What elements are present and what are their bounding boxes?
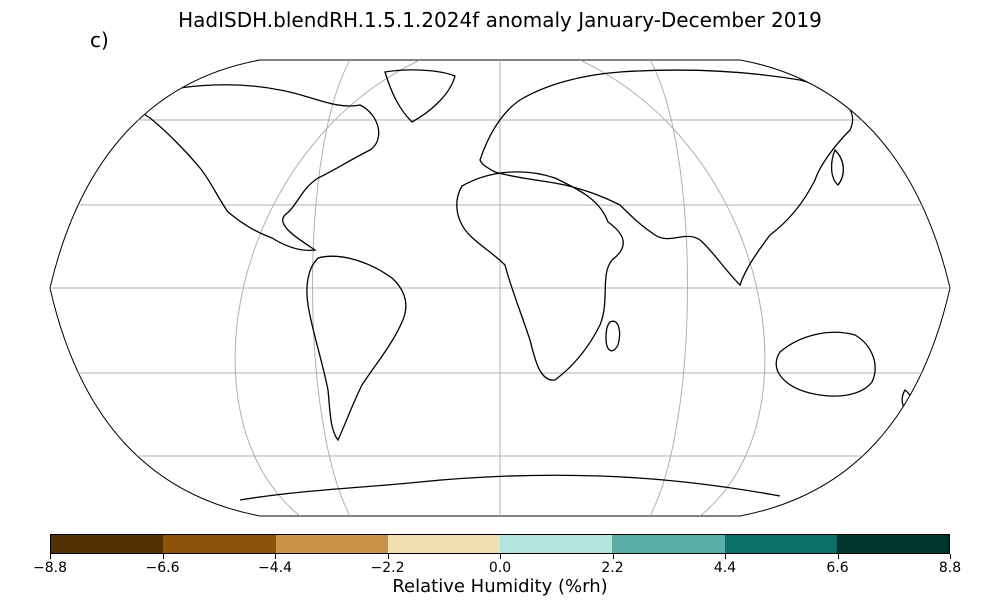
colorbar-tick-mark bbox=[500, 554, 501, 559]
colorbar-segment bbox=[836, 535, 949, 553]
colorbar-tick-label: 2.2 bbox=[601, 560, 624, 576]
colorbar-tick-label: 4.4 bbox=[713, 560, 737, 576]
colorbar-tick-mark bbox=[387, 554, 389, 559]
greenland-coast bbox=[384, 69, 456, 123]
australia-coast bbox=[775, 331, 876, 397]
colorbar-tick-mark bbox=[50, 554, 51, 559]
colorbar-tick-label: 8.8 bbox=[938, 560, 962, 576]
colorbar-segment bbox=[387, 535, 500, 553]
north-america-coast bbox=[134, 84, 380, 252]
colorbar-tick-mark bbox=[837, 554, 839, 559]
colorbar-tick-label: −8.8 bbox=[33, 560, 67, 576]
colorbar-tick-mark bbox=[612, 554, 614, 559]
panel-label: c) bbox=[90, 28, 109, 52]
colorbar-tick-label: −4.4 bbox=[258, 560, 292, 576]
colorbar-segment bbox=[163, 535, 276, 553]
colorbar-segment bbox=[275, 535, 388, 553]
colorbar-segment bbox=[51, 535, 164, 553]
colorbar-tick-mark bbox=[725, 554, 726, 559]
africa-coast bbox=[456, 171, 624, 381]
colorbar-tick-label: 0.0 bbox=[488, 560, 512, 576]
colorbar-tick-label: 6.6 bbox=[826, 560, 849, 576]
colorbar-segment bbox=[612, 535, 725, 553]
colorbar-tick-mark bbox=[162, 554, 164, 559]
south-america-coast bbox=[306, 255, 407, 442]
colorbar bbox=[50, 534, 950, 554]
madagascar-coast bbox=[605, 320, 621, 352]
colorbar-tick-mark bbox=[275, 554, 276, 559]
antarctica-coast bbox=[239, 474, 781, 501]
world-map bbox=[49, 59, 951, 517]
japan-coast bbox=[830, 148, 844, 186]
colorbar-tick-label: −2.2 bbox=[370, 560, 405, 576]
graticule bbox=[50, 60, 950, 516]
colorbar-tick-label: −6.6 bbox=[145, 560, 180, 576]
colorbar-segment bbox=[500, 535, 613, 553]
colorbar-tick-mark bbox=[950, 554, 951, 559]
coastlines bbox=[134, 69, 913, 501]
colorbar-segment bbox=[724, 535, 837, 553]
eurasia-coast bbox=[479, 69, 854, 287]
map-title: HadISDH.blendRH.1.5.1.2024f anomaly Janu… bbox=[178, 8, 822, 32]
colorbar-label: Relative Humidity (%rh) bbox=[392, 576, 608, 597]
